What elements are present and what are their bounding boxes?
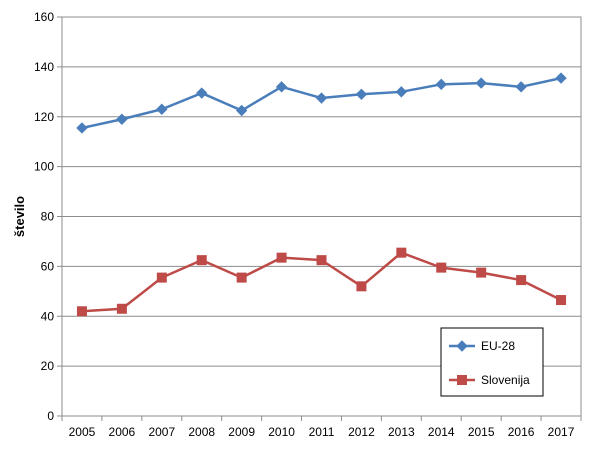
- data-point-marker: [436, 262, 447, 273]
- data-point-marker: [516, 275, 527, 286]
- x-tick-label: 2005: [69, 425, 96, 439]
- grid-lines: [57, 16, 581, 417]
- y-tick-label: 0: [47, 409, 54, 423]
- x-tick-label: 2017: [548, 425, 575, 439]
- y-axis-title: število: [12, 196, 27, 237]
- x-tick-label: 2016: [508, 425, 535, 439]
- legend: EU-28 Slovenija: [440, 327, 544, 397]
- data-point-marker: [355, 88, 368, 101]
- data-point-marker: [196, 255, 207, 266]
- x-axis-ticks: [61, 416, 582, 421]
- data-point-marker: [476, 267, 487, 278]
- y-tick-label: 20: [41, 359, 55, 373]
- y-tick-label: 100: [34, 160, 54, 174]
- data-point-marker: [556, 295, 567, 306]
- data-point-marker: [515, 81, 527, 93]
- legend-swatch-marker: [457, 375, 467, 385]
- legend-label: EU-28: [481, 339, 515, 353]
- data-point-marker: [276, 252, 287, 263]
- y-tick-label: 40: [41, 309, 55, 323]
- data-point-marker: [116, 113, 128, 125]
- x-tick-label: 2014: [428, 425, 455, 439]
- data-point-marker: [196, 87, 208, 99]
- data-point-marker: [315, 92, 328, 104]
- x-axis-labels: 2005 2006 2007 2008 2009 2010 2011 2012 2013 2014…: [69, 425, 575, 439]
- data-point-marker: [116, 303, 127, 314]
- series-1: [76, 247, 567, 317]
- data-point-marker: [236, 272, 247, 283]
- data-point-marker: [275, 81, 288, 93]
- x-tick-label: 2008: [188, 425, 215, 439]
- y-tick-label: 160: [34, 10, 54, 24]
- y-tick-label: 140: [34, 60, 54, 74]
- series-layer: [76, 72, 567, 317]
- x-tick-label: 2009: [228, 425, 255, 439]
- x-tick-label: 2007: [148, 425, 175, 439]
- data-point-marker: [156, 103, 168, 115]
- x-tick-label: 2015: [468, 425, 495, 439]
- legend-label: Slovenija: [481, 373, 530, 387]
- data-point-marker: [76, 306, 87, 317]
- y-tick-label: 60: [41, 259, 55, 273]
- data-point-marker: [396, 247, 407, 258]
- data-point-marker: [475, 77, 487, 89]
- y-axis-labels: 0 20 40 60 80 100 120 140 160: [34, 10, 54, 423]
- plot-area: [61, 16, 582, 417]
- x-tick-label: 2006: [109, 425, 136, 439]
- data-point-marker: [356, 281, 367, 292]
- legend-item: EU-28: [449, 339, 515, 353]
- data-point-marker: [316, 255, 327, 266]
- y-tick-label: 120: [34, 110, 54, 124]
- data-point-marker: [76, 122, 88, 134]
- legend-swatch-marker: [456, 340, 468, 352]
- data-point-marker: [555, 72, 567, 84]
- legend-item: Slovenija: [449, 373, 530, 387]
- data-point-marker: [156, 272, 167, 283]
- x-tick-label: 2012: [348, 425, 375, 439]
- data-point-marker: [395, 86, 408, 98]
- x-tick-label: 2011: [309, 425, 335, 439]
- series-0: [76, 72, 567, 134]
- data-point-marker: [435, 78, 447, 91]
- data-point-marker: [235, 104, 248, 117]
- y-tick-label: 80: [41, 210, 55, 224]
- x-tick-label: 2010: [268, 425, 295, 439]
- x-tick-label: 2013: [388, 425, 415, 439]
